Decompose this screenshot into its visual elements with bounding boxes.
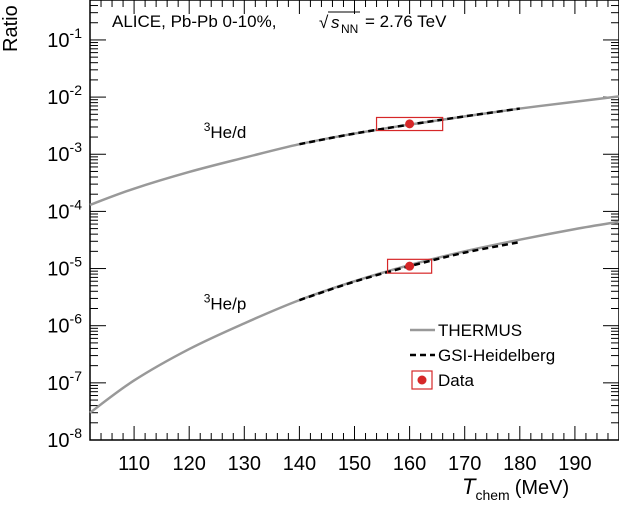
- chart-header: ALICE, Pb-Pb 0-10%,: [112, 12, 276, 31]
- legend-label: Data: [438, 371, 474, 390]
- y-tick-base: 10: [47, 316, 69, 338]
- x-tick-label: 170: [448, 453, 481, 475]
- legend-label: THERMUS: [438, 321, 522, 340]
- x-axis-title-main: T: [462, 474, 477, 499]
- y-tick-exponent: -6: [70, 311, 83, 327]
- legend-label: GSI-Heidelberg: [438, 346, 555, 365]
- x-tick-label: 180: [503, 453, 536, 475]
- y-tick-label: 10-6: [47, 311, 82, 338]
- annotation-text: He/d: [210, 123, 246, 142]
- ratio-annotation: 3He/d: [204, 120, 247, 142]
- axis-ticks: 110 120 130 140 150 160 170 180 19010-810-710-61…: [47, 0, 619, 475]
- header-sqrt-symbol: √: [319, 13, 329, 32]
- data-uncertainty-box: [375, 116, 444, 132]
- y-tick-label: 10-5: [47, 254, 82, 281]
- x-axis-title-sub: chem: [475, 487, 509, 503]
- thermus-curve-1: [89, 220, 619, 414]
- y-tick-exponent: -4: [70, 196, 83, 212]
- x-tick-label: 140: [283, 453, 316, 475]
- y-tick-exponent: -7: [70, 368, 83, 384]
- y-tick-label: 10-2: [47, 82, 82, 109]
- y-tick-label: 10-8: [47, 425, 82, 452]
- thermus-curve-0: [89, 95, 619, 207]
- y-tick-exponent: -2: [70, 82, 83, 98]
- y-axis-label: Ratio: [0, 5, 22, 52]
- x-axis-title: Tchem (MeV): [462, 474, 569, 503]
- y-tick-exponent: -5: [70, 254, 83, 270]
- y-tick-base: 10: [47, 259, 69, 281]
- annotation-superscript: 3: [204, 120, 211, 134]
- ratio-annotation: 3He/p: [204, 292, 247, 314]
- y-tick-base: 10: [47, 373, 69, 395]
- y-tick-base: 10: [47, 87, 69, 109]
- x-tick-label: 130: [228, 453, 261, 475]
- y-tick-base: 10: [47, 144, 69, 166]
- y-tick-label: 10-7: [47, 368, 82, 395]
- y-tick-base: 10: [47, 430, 69, 452]
- y-tick-label: 10-4: [47, 196, 82, 223]
- header-s-subscript: NN: [341, 22, 358, 36]
- y-tick-base: 10: [47, 201, 69, 223]
- header-s-letter: s: [331, 13, 340, 32]
- y-tick-label: 10-1: [47, 25, 82, 52]
- series-curves: [89, 95, 619, 414]
- data-point: [405, 261, 415, 271]
- y-tick-exponent: -1: [70, 25, 83, 41]
- data-uncertainty-box: [386, 258, 433, 274]
- data-points: [375, 116, 444, 274]
- annotation-text: He/p: [210, 295, 246, 314]
- x-tick-label: 160: [393, 453, 426, 475]
- y-tick-exponent: -3: [70, 139, 83, 155]
- legend: THERMUS GSI-Heidelberg Data: [410, 321, 555, 390]
- x-tick-label: 120: [173, 453, 206, 475]
- x-tick-label: 190: [558, 453, 591, 475]
- x-tick-label: 150: [338, 453, 371, 475]
- gsi-heidelberg-curve-1: [299, 240, 521, 302]
- data-point: [405, 119, 415, 129]
- header-experiment: ALICE, Pb-Pb 0-10%,: [112, 12, 276, 31]
- x-tick-label: 110: [118, 453, 150, 475]
- header-energy: = 2.76 TeV: [365, 12, 447, 31]
- y-tick-exponent: -8: [70, 425, 83, 441]
- y-tick-base: 10: [47, 30, 69, 52]
- annotation-superscript: 3: [204, 292, 211, 306]
- legend-data-box: [411, 370, 433, 390]
- y-tick-label: 10-3: [47, 139, 82, 166]
- plot-frame: [89, 0, 619, 441]
- legend-data-marker: [417, 375, 427, 385]
- x-axis-title-unit: (MeV): [515, 477, 569, 499]
